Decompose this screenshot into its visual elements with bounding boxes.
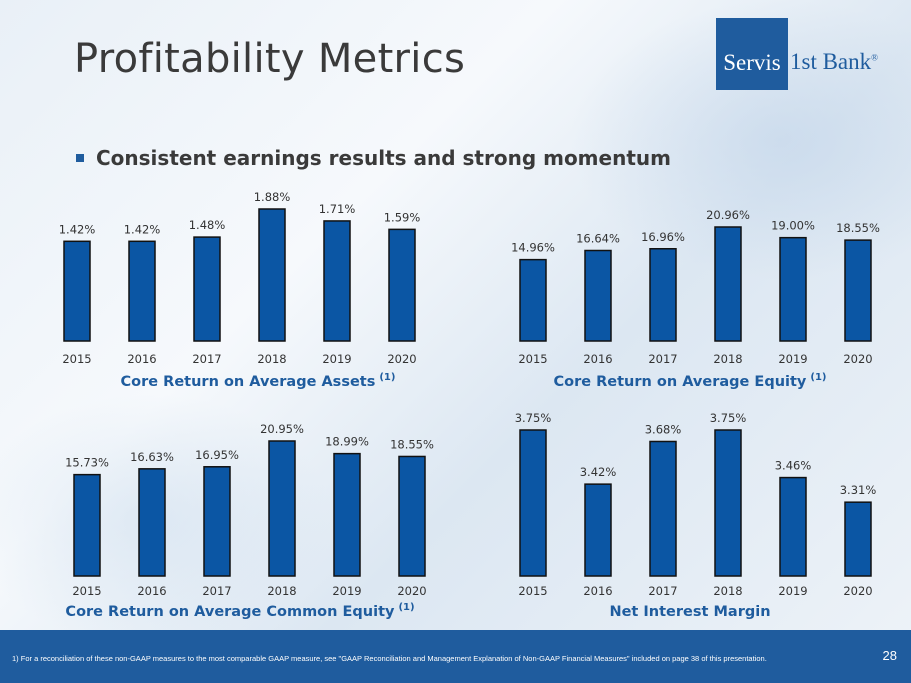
chart-title: Core Return on Average Assets (1) (121, 372, 396, 390)
bullet-text: Consistent earnings results and strong m… (96, 146, 671, 170)
data-label: 3.42% (580, 465, 617, 479)
page-number: 28 (882, 648, 897, 663)
x-tick-label: 2018 (267, 584, 296, 598)
x-tick-label: 2018 (257, 352, 286, 366)
page-title: Profitability Metrics (74, 36, 466, 82)
bar-2-2018 (268, 440, 296, 577)
data-label: 15.73% (65, 456, 109, 470)
bank-logo: Servis 1st Bank® (716, 18, 894, 90)
x-tick-label: 2019 (778, 352, 807, 366)
x-tick-label: 2016 (583, 352, 612, 366)
logo-primary: Servis (723, 50, 781, 75)
data-label: 3.31% (840, 483, 877, 497)
bar-0-2017 (193, 236, 221, 342)
data-label: 3.75% (515, 411, 552, 425)
data-label: 18.55% (836, 221, 880, 235)
data-label: 1.88% (254, 190, 291, 204)
bar-0-2015 (63, 240, 91, 342)
bar-1-2016 (584, 249, 612, 342)
logo-registered: ® (871, 52, 878, 63)
x-tick-label: 2020 (843, 584, 872, 598)
bar-3-2015 (519, 429, 547, 577)
bar-3-2016 (584, 483, 612, 577)
chart-title-superscript: (1) (379, 372, 395, 383)
data-label: 19.00% (771, 219, 815, 233)
data-label: 3.75% (710, 411, 747, 425)
logo-secondary: 1st Bank (790, 49, 872, 74)
logo-secondary-wrap: 1st Bank® (790, 49, 878, 75)
data-label: 1.48% (189, 218, 226, 232)
chart-title: Core Return on Average Common Equity (1) (65, 602, 414, 620)
x-tick-label: 2017 (648, 584, 677, 598)
bar-0-2020 (388, 228, 416, 342)
bar-3-2018 (714, 429, 742, 577)
chart-title: Core Return on Average Equity (1) (553, 372, 826, 390)
chart-title-text: Core Return on Average Equity (553, 374, 806, 390)
data-label: 3.68% (645, 422, 682, 436)
bullet-point: Consistent earnings results and strong m… (76, 146, 671, 170)
x-tick-label: 2020 (387, 352, 416, 366)
x-tick-label: 2016 (583, 584, 612, 598)
bar-2-2020 (398, 455, 426, 577)
bar-0-2016 (128, 240, 156, 342)
bar-3-2017 (649, 440, 677, 577)
x-tick-label: 2017 (202, 584, 231, 598)
chart-title-superscript: (1) (810, 372, 826, 383)
chart-title-text: Core Return on Average Common Equity (65, 604, 395, 620)
bar-2-2019 (333, 452, 361, 577)
x-tick-label: 2018 (713, 352, 742, 366)
x-tick-label: 2016 (127, 352, 156, 366)
bar-3-2019 (779, 476, 807, 577)
x-tick-label: 2020 (843, 352, 872, 366)
bar-3-2020 (844, 501, 872, 577)
data-label: 1.59% (384, 210, 421, 224)
data-label: 1.42% (59, 222, 96, 236)
data-label: 20.95% (260, 422, 304, 436)
data-label: 14.96% (511, 241, 555, 255)
data-label: 16.63% (130, 450, 174, 464)
chart-title-text: Core Return on Average Assets (121, 374, 376, 390)
bar-1-2019 (779, 236, 807, 342)
x-tick-label: 2015 (518, 584, 547, 598)
bar-1-2018 (714, 226, 742, 342)
x-tick-label: 2015 (518, 352, 547, 366)
chart-title-text: Net Interest Margin (609, 604, 770, 620)
bar-2-2017 (203, 466, 231, 577)
x-tick-label: 2019 (322, 352, 351, 366)
x-tick-label: 2015 (72, 584, 101, 598)
x-tick-label: 2016 (137, 584, 166, 598)
x-tick-label: 2017 (192, 352, 221, 366)
x-tick-label: 2018 (713, 584, 742, 598)
data-label: 16.64% (576, 231, 620, 245)
data-label: 18.99% (325, 435, 369, 449)
data-label: 16.96% (641, 230, 685, 244)
data-label: 3.46% (775, 459, 812, 473)
bar-2-2015 (73, 473, 101, 577)
logo-box: Servis (716, 18, 788, 90)
data-label: 1.71% (319, 202, 356, 216)
data-label: 18.55% (390, 437, 434, 451)
bullet-square-icon (76, 154, 84, 162)
data-label: 1.42% (124, 222, 161, 236)
x-tick-label: 2019 (332, 584, 361, 598)
footer-bar: 1) For a reconciliation of these non-GAA… (0, 630, 911, 683)
x-tick-label: 2020 (397, 584, 426, 598)
bar-1-2017 (649, 248, 677, 342)
footnote: 1) For a reconciliation of these non-GAA… (12, 654, 767, 663)
chart-title-superscript: (1) (398, 602, 414, 613)
x-tick-label: 2017 (648, 352, 677, 366)
bar-2-2016 (138, 468, 166, 577)
bar-1-2020 (844, 239, 872, 342)
charts-canvas: 1.42% 2015 1.42% 2016 1.48% 2017 1.88% 2018 1.71… (59, 190, 880, 620)
data-label: 20.96% (706, 208, 750, 222)
chart-title: Net Interest Margin (609, 604, 770, 620)
x-tick-label: 2015 (62, 352, 91, 366)
data-label: 16.95% (195, 448, 239, 462)
x-tick-label: 2019 (778, 584, 807, 598)
bar-0-2018 (258, 208, 286, 342)
bar-0-2019 (323, 220, 351, 342)
bar-1-2015 (519, 258, 547, 342)
